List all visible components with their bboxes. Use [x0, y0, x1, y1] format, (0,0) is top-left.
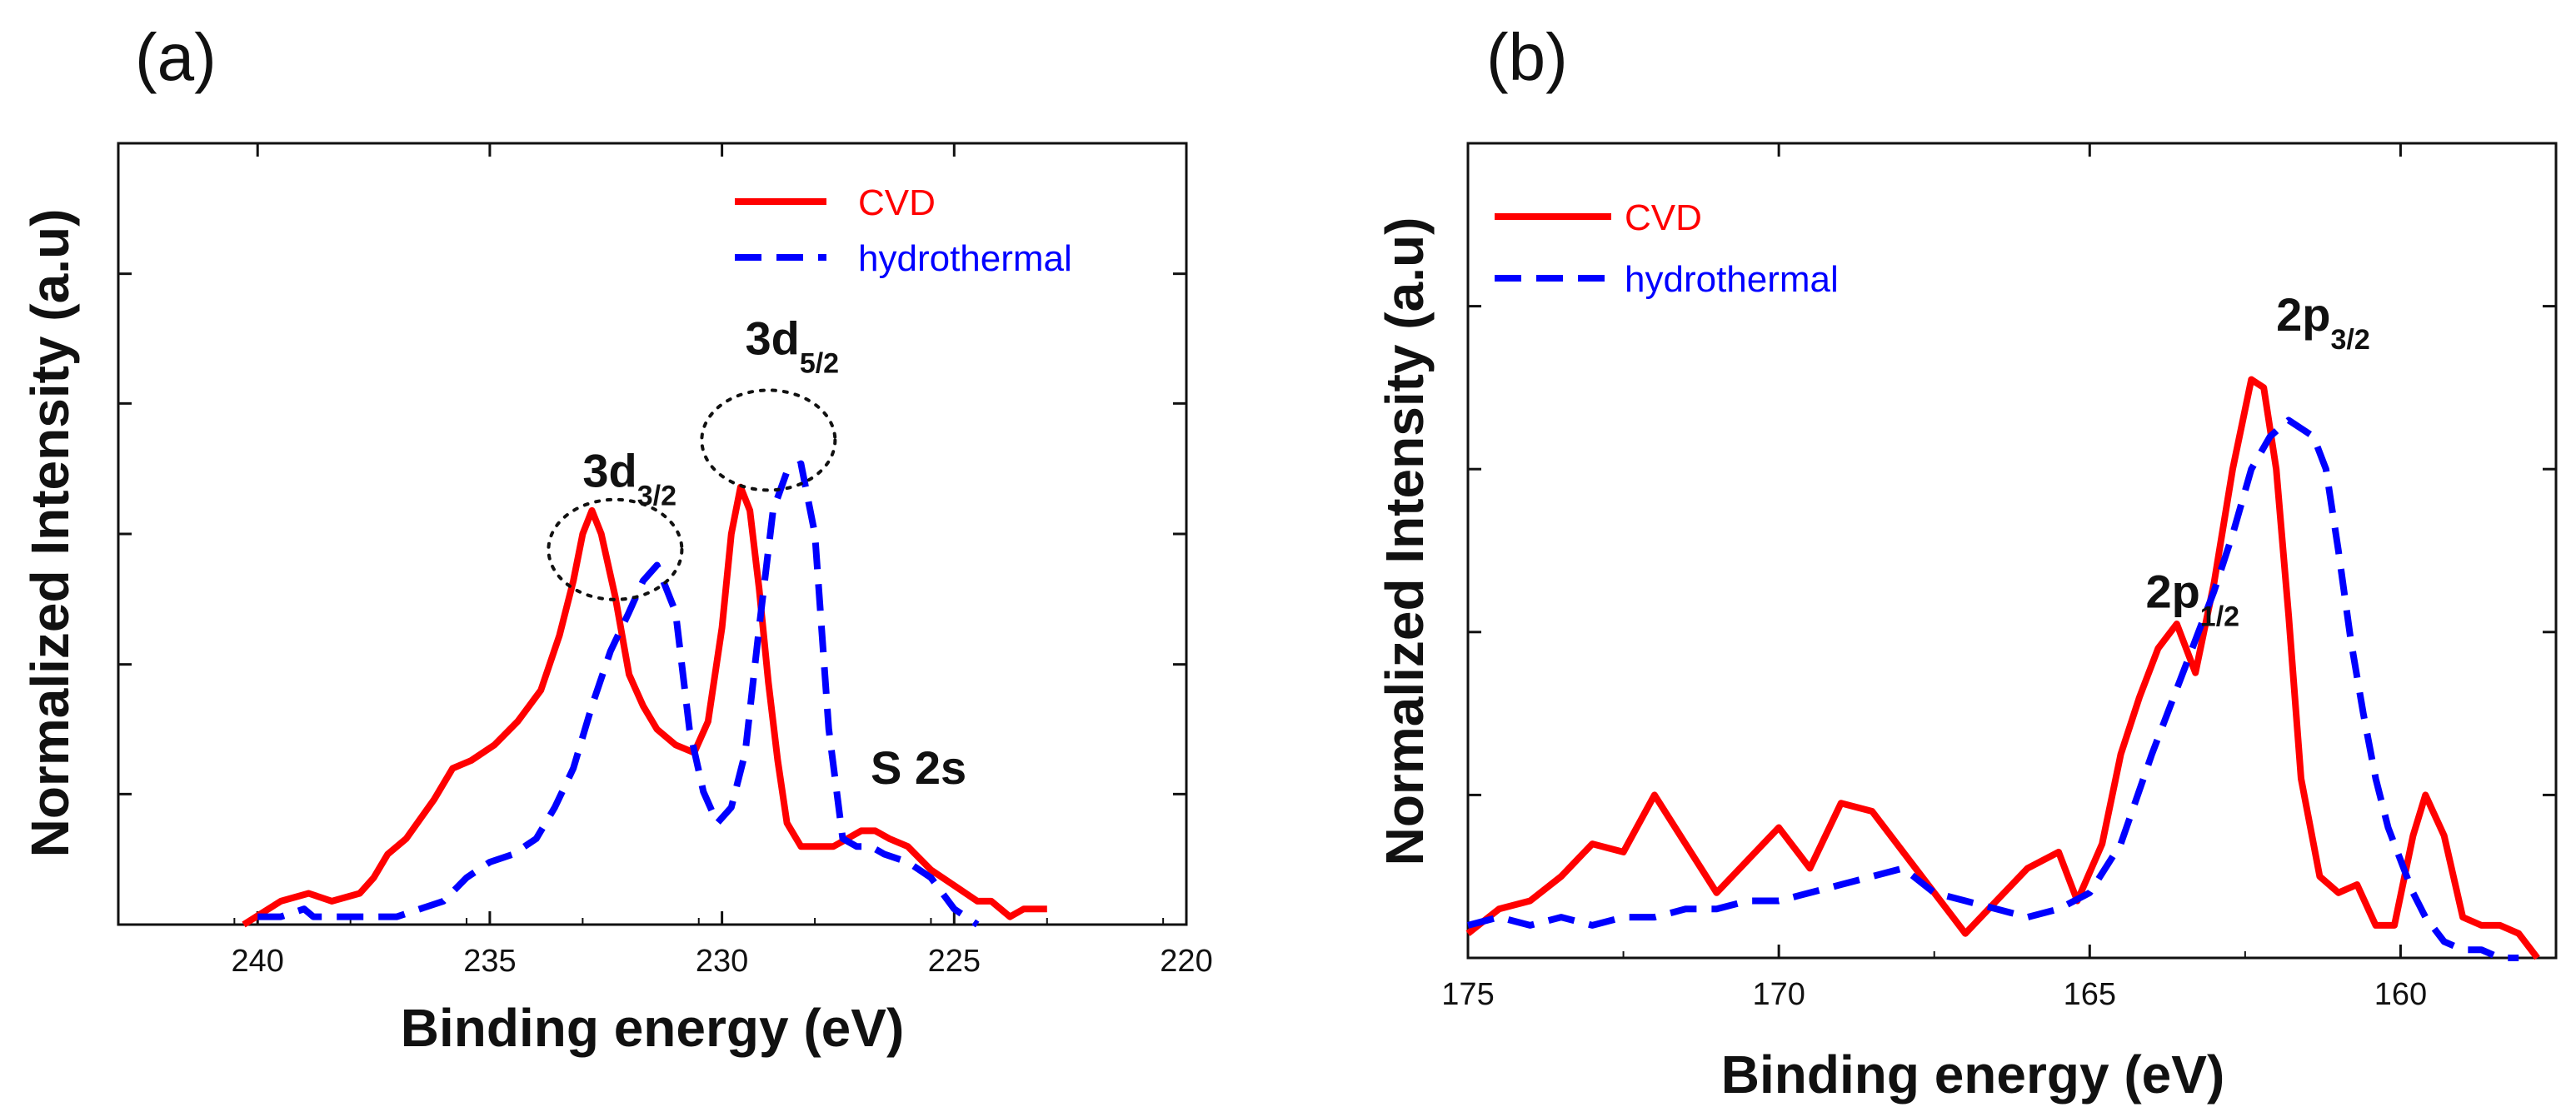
- x-axis-title-a: Binding energy (eV): [401, 998, 905, 1058]
- x-tick-label-a: 220: [1160, 944, 1212, 979]
- series-b: [1465, 376, 2540, 961]
- x-tick-label-b: 170: [1752, 977, 1805, 1012]
- x-tick-label-a: 240: [232, 944, 284, 979]
- y-axis-title-b: Normalized Intensity (a.u): [1375, 217, 1435, 866]
- series-line-cvd-b: [1465, 376, 2540, 960]
- panel-b: (b) 175 170 165 160 2p1/2 2p3/2 CVD hydrothe…: [1375, 20, 2558, 1105]
- x-axis-title-b: Binding energy (eV): [1721, 1045, 2225, 1105]
- ticks-a: 240 235 230 225 220: [117, 142, 1213, 979]
- legend-b: CVD hydrothermal: [1495, 197, 1839, 300]
- peak-annotation-b: 2p3/2: [2276, 288, 2370, 356]
- series-line-hydrothermal-b: [1466, 416, 2519, 961]
- ticks-b: 175 170 165 160: [1441, 142, 2557, 1012]
- x-tick-label-b: 160: [2374, 977, 2427, 1012]
- x-tick-label-a: 230: [696, 944, 748, 979]
- x-tick-label-b: 165: [2064, 977, 2116, 1012]
- panel-label-b: (b): [1486, 20, 1568, 94]
- x-tick-label-a: 235: [463, 944, 516, 979]
- peak-annotation-a: 3d5/2: [745, 312, 839, 379]
- peak-annotation-b: 2p1/2: [2145, 565, 2239, 632]
- x-tick-label-a: 225: [928, 944, 981, 979]
- plot-frame-b: [1466, 142, 2558, 960]
- legend-label-cvd-b: CVD: [1625, 197, 1702, 238]
- peak-highlight-circle: [700, 388, 837, 492]
- annotations-b: 2p1/2 2p3/2: [2145, 288, 2369, 633]
- peak-annotation-a: S 2s: [871, 741, 966, 794]
- y-axis-title-a: Normalized Intensity (a.u): [20, 209, 80, 858]
- peak-highlight-circle: [547, 497, 684, 601]
- legend-label-hydro-b: hydrothermal: [1625, 259, 1839, 300]
- legend-label-cvd-a: CVD: [858, 182, 936, 223]
- x-tick-label-b: 175: [1441, 977, 1494, 1012]
- panel-label-a: (a): [135, 20, 217, 94]
- series-line-hydrothermal-a: [257, 460, 980, 928]
- legend-label-hydro-a: hydrothermal: [858, 238, 1072, 279]
- series-a: [242, 460, 1047, 928]
- legend-a: CVD hydrothermal: [735, 182, 1072, 279]
- series-line-cvd-a: [242, 483, 1047, 928]
